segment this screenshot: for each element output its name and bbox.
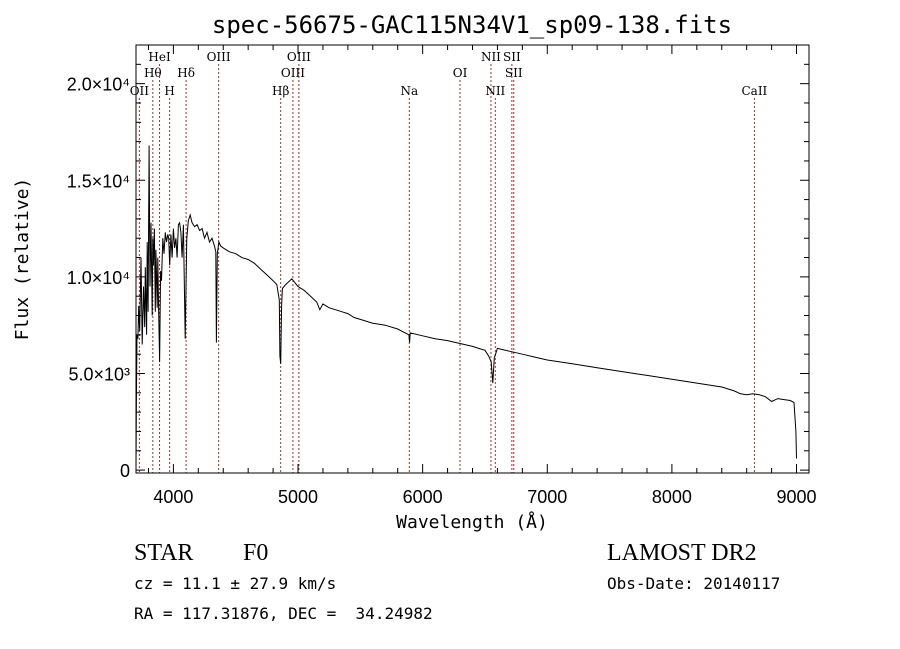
- line-marker-label: CaII: [741, 84, 767, 98]
- observation-date: Obs-Date: 20140117: [607, 574, 781, 593]
- y-tick-label: 0: [120, 461, 130, 481]
- x-axis-ticks: 4000 5000 6000 7000 8000 9000: [147, 45, 817, 507]
- line-marker-label: Hθ: [144, 66, 162, 80]
- emission-line-markers: OIIHθHeIHHδOIIIHβOIIIOIIINaOINIINIISIISI…: [130, 50, 768, 473]
- line-marker-label: NII: [485, 84, 505, 98]
- line-marker-label: SII: [503, 50, 521, 64]
- x-tick-label: 7000: [527, 487, 567, 507]
- x-tick-label: 5000: [278, 487, 318, 507]
- plot-frame: [135, 44, 810, 474]
- line-marker-label: H: [164, 84, 174, 98]
- line-marker-label: OIII: [281, 66, 305, 80]
- y-tick-label: 1.5×10⁴: [67, 171, 130, 191]
- x-axis-label: Wavelength (Å): [396, 511, 548, 533]
- y-axis-ticks: 0 5.0×10³ 1.0×10⁴ 1.5×10⁴ 2.0×10⁴: [67, 63, 809, 481]
- y-axis-label: Flux (relative): [12, 178, 33, 341]
- y-tick-label: 1.0×10⁴: [67, 268, 130, 288]
- line-marker-label: Hδ: [177, 66, 195, 80]
- line-marker-label: OII: [130, 84, 150, 98]
- line-marker-label: NII: [481, 50, 501, 64]
- line-marker-label: OI: [453, 66, 468, 80]
- spectrum-line: [135, 145, 797, 471]
- redshift-velocity: cz = 11.1 ± 27.9 km/s: [134, 574, 337, 593]
- x-tick-label: 6000: [403, 487, 443, 507]
- line-marker-label: Hβ: [272, 84, 289, 98]
- coordinates: RA = 117.31876, DEC = 34.24982: [134, 604, 433, 623]
- line-marker-label: HeI: [148, 50, 171, 64]
- line-marker-label: Na: [400, 84, 418, 98]
- x-tick-label: 9000: [777, 487, 817, 507]
- line-marker-label: OIII: [207, 50, 231, 64]
- y-tick-label: 2.0×10⁴: [67, 75, 130, 95]
- y-tick-label: 5.0×10³: [68, 364, 130, 384]
- line-marker-label: SII: [505, 66, 523, 80]
- x-tick-label: 4000: [153, 487, 193, 507]
- x-tick-label: 8000: [652, 487, 692, 507]
- line-marker-label: OIII: [287, 50, 311, 64]
- survey-name: LAMOST DR2: [607, 540, 757, 566]
- object-subclass: F0: [243, 540, 269, 566]
- chart-title: spec-56675-GAC115N34V1_sp09-138.fits: [212, 11, 732, 39]
- object-class: STAR: [134, 540, 194, 566]
